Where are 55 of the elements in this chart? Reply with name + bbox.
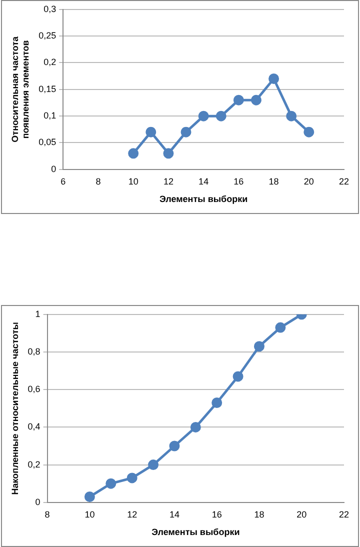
x-tick-label: 6 bbox=[60, 176, 66, 186]
x-tick-label: 20 bbox=[304, 176, 314, 186]
point bbox=[268, 73, 280, 84]
x-axis-title: Элементы выборки bbox=[152, 527, 240, 538]
point bbox=[148, 460, 159, 470]
point bbox=[250, 94, 262, 106]
point bbox=[106, 478, 116, 489]
x-tick-label: 16 bbox=[212, 509, 222, 520]
point bbox=[216, 110, 226, 122]
point bbox=[169, 440, 180, 452]
point bbox=[198, 110, 209, 122]
x-tick-label: 14 bbox=[198, 176, 209, 186]
x-tick-label: 10 bbox=[84, 509, 95, 520]
x-tick-label: 8 bbox=[44, 509, 50, 520]
point bbox=[286, 110, 297, 122]
x-tick-label: 22 bbox=[338, 176, 350, 186]
point bbox=[126, 472, 138, 484]
y-tick-label: 1 bbox=[35, 308, 40, 319]
point bbox=[146, 126, 156, 138]
point bbox=[163, 148, 174, 159]
x-tick-label: 18 bbox=[254, 509, 264, 520]
x-tick-label: 10 bbox=[128, 176, 138, 186]
y-tick-label: 0 bbox=[51, 164, 56, 174]
point bbox=[254, 341, 264, 352]
y-tick-label: 0,4 bbox=[28, 422, 40, 432]
x-tick-label: 22 bbox=[338, 509, 350, 520]
y-tick-label: 0,05 bbox=[38, 137, 56, 148]
y-tick-label: 0,3 bbox=[44, 4, 56, 14]
point bbox=[180, 126, 192, 138]
y-tick-label: 0,1 bbox=[44, 110, 56, 121]
x-tick-label: 14 bbox=[169, 509, 180, 520]
x-axis-title: Элементы выборки bbox=[159, 194, 248, 204]
x-tick-label: 8 bbox=[96, 176, 101, 186]
y-tick-label: 0 bbox=[35, 496, 40, 507]
point bbox=[275, 322, 286, 333]
y-tick-label: 0,8 bbox=[28, 346, 40, 356]
point bbox=[128, 148, 139, 159]
point bbox=[84, 492, 95, 502]
y-tick-label: 0,6 bbox=[28, 384, 40, 394]
point bbox=[212, 398, 222, 408]
x-tick-label: 20 bbox=[296, 509, 307, 520]
y-axis-title: Относительная частота появления элементов bbox=[10, 36, 31, 142]
point bbox=[304, 126, 314, 138]
point bbox=[232, 371, 244, 382]
x-tick-label: 12 bbox=[127, 509, 138, 520]
point bbox=[233, 94, 244, 106]
y-tick-label: 0,25 bbox=[38, 30, 56, 41]
point bbox=[190, 422, 201, 432]
x-tick-label: 16 bbox=[234, 176, 244, 186]
x-tick-label: 12 bbox=[163, 176, 174, 186]
y-tick-label: 0,15 bbox=[38, 84, 56, 94]
y-tick-label: 0,2 bbox=[28, 459, 40, 470]
y-axis-title: Накопленные относительные частоты bbox=[10, 322, 20, 495]
y-tick-label: 0,2 bbox=[44, 57, 56, 68]
x-tick-label: 18 bbox=[268, 176, 279, 186]
